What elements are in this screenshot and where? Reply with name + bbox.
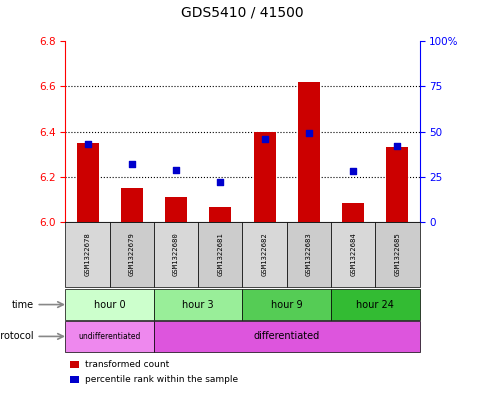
Bar — [153, 222, 198, 287]
Point — [304, 130, 312, 137]
Text: GSM1322680: GSM1322680 — [173, 233, 179, 276]
Bar — [65, 289, 153, 320]
Text: percentile rank within the sample: percentile rank within the sample — [85, 375, 238, 384]
Text: hour 24: hour 24 — [356, 299, 393, 310]
Text: hour 9: hour 9 — [271, 299, 302, 310]
Text: time: time — [12, 299, 34, 310]
Text: GSM1322684: GSM1322684 — [349, 233, 355, 276]
Bar — [76, 143, 98, 222]
Bar — [70, 376, 79, 383]
Bar — [286, 222, 330, 287]
Bar — [198, 222, 242, 287]
Bar — [330, 222, 375, 287]
Bar — [253, 132, 275, 222]
Text: hour 0: hour 0 — [94, 299, 125, 310]
Text: differentiated: differentiated — [253, 331, 319, 342]
Bar — [70, 361, 79, 368]
Text: GSM1322679: GSM1322679 — [129, 233, 135, 276]
Text: undifferentiated: undifferentiated — [78, 332, 141, 341]
Text: GDS5410 / 41500: GDS5410 / 41500 — [181, 6, 303, 20]
Text: transformed count: transformed count — [85, 360, 169, 369]
Bar — [386, 147, 408, 222]
Bar — [165, 197, 187, 222]
Bar — [153, 321, 419, 352]
Point — [260, 136, 268, 142]
Bar — [375, 222, 419, 287]
Point — [84, 141, 91, 147]
Bar — [109, 222, 153, 287]
Point — [172, 167, 180, 173]
Bar — [65, 222, 109, 287]
Point — [393, 143, 400, 149]
Text: hour 3: hour 3 — [182, 299, 213, 310]
Bar — [297, 82, 319, 222]
Text: growth protocol: growth protocol — [0, 331, 34, 342]
Bar — [121, 188, 143, 222]
Bar — [341, 203, 363, 222]
Bar — [65, 321, 153, 352]
Text: GSM1322683: GSM1322683 — [305, 233, 311, 276]
Bar — [153, 289, 242, 320]
Bar — [242, 289, 330, 320]
Text: GSM1322685: GSM1322685 — [393, 233, 400, 276]
Point — [128, 161, 136, 167]
Text: GSM1322678: GSM1322678 — [84, 233, 91, 276]
Text: GSM1322681: GSM1322681 — [217, 233, 223, 276]
Bar — [330, 289, 419, 320]
Point — [348, 168, 356, 174]
Bar — [209, 208, 231, 222]
Bar — [242, 222, 286, 287]
Text: GSM1322682: GSM1322682 — [261, 233, 267, 276]
Point — [216, 179, 224, 185]
